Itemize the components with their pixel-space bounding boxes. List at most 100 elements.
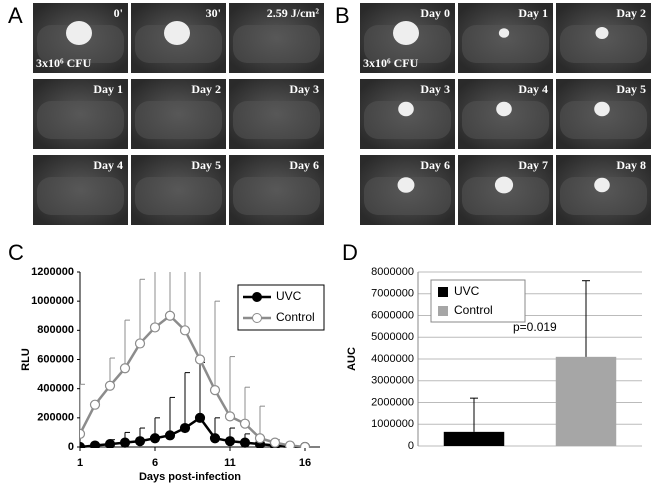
legend-box [237, 284, 325, 331]
image-label: Day 5 [616, 82, 646, 96]
image-label: Day 5 [191, 158, 221, 172]
data-point [239, 437, 251, 448]
lesion [594, 101, 610, 117]
data-point [134, 338, 146, 349]
lesion [393, 21, 419, 45]
data-point [119, 363, 131, 374]
x-tick-label: 6 [152, 457, 158, 469]
image-label: Day 2 [191, 82, 221, 96]
series-line [80, 416, 305, 448]
legend-label: Control [454, 303, 493, 317]
data-point [164, 310, 176, 321]
legend-marker [252, 313, 262, 323]
y-tick-label: 2000000 [371, 396, 414, 408]
lesion [398, 101, 414, 117]
image-label: Day 6 [289, 158, 319, 172]
image-label: Day 1 [518, 6, 548, 20]
image-note: 3x10⁶ CFU [363, 56, 419, 70]
lesion [164, 21, 190, 45]
y-tick-label: 0 [408, 440, 414, 452]
data-point [149, 322, 161, 333]
image-label: Day 4 [93, 158, 123, 172]
lesion [594, 177, 610, 193]
y-axis-label: RLU [20, 348, 32, 371]
data-point [104, 438, 116, 448]
body-outline [462, 177, 549, 215]
body-outline [364, 177, 451, 215]
y-tick-label: 5000000 [371, 331, 414, 343]
body-outline [233, 177, 320, 215]
y-tick-label: 1000000 [371, 418, 414, 430]
image-label: Day 1 [93, 82, 123, 96]
legend-label: Control [276, 310, 315, 324]
image-label: Day 2 [616, 6, 646, 20]
plot [80, 272, 311, 448]
image-label: Day 8 [616, 158, 646, 172]
image-note: 3x10⁶ CFU [36, 56, 92, 70]
data-point [179, 422, 191, 434]
data-point [209, 433, 221, 444]
lesion [397, 177, 415, 193]
panel-label: D [342, 240, 358, 265]
data-point [239, 418, 251, 429]
legend-swatch [438, 287, 448, 297]
data-point [269, 437, 281, 448]
lesion [595, 27, 609, 39]
legend-marker [252, 292, 262, 302]
image-label: Day 3 [420, 82, 450, 96]
y-tick-label: 8000000 [371, 266, 414, 278]
data-point [80, 428, 86, 439]
body-outline [560, 101, 647, 139]
legend-swatch [438, 306, 448, 316]
data-point [179, 325, 191, 336]
legend-label: UVC [276, 289, 302, 303]
x-axis-label: Days post-infection [139, 471, 241, 483]
image-label: Day 7 [518, 158, 548, 172]
body-outline [462, 25, 549, 63]
body-outline [364, 101, 451, 139]
lesion [494, 176, 514, 194]
lesion [496, 101, 512, 117]
data-point [224, 411, 236, 422]
y-axis-label: AUC [346, 347, 358, 371]
body-outline [462, 101, 549, 139]
data-point [104, 380, 116, 391]
data-point [149, 433, 161, 444]
bar [443, 431, 505, 446]
y-tick-label: 400000 [37, 383, 74, 395]
y-tick-label: 800000 [37, 324, 74, 336]
body-outline [560, 177, 647, 215]
x-tick-label: 11 [224, 457, 236, 469]
y-tick-label: 4000000 [371, 353, 414, 365]
image-label: 2.59 J/cm² [267, 6, 320, 20]
y-tick-label: 6000000 [371, 309, 414, 321]
body-outline [233, 25, 320, 63]
data-point [164, 430, 176, 441]
body-outline [560, 25, 647, 63]
image-label: Day 0 [420, 6, 450, 20]
data-point [209, 385, 221, 396]
image-label: 30' [206, 6, 221, 20]
image-label: Day 3 [289, 82, 319, 96]
lesion [498, 28, 510, 38]
body-outline [37, 101, 124, 139]
panel-label: B [335, 3, 350, 28]
x-tick-label: 16 [299, 457, 311, 469]
data-point [134, 436, 146, 447]
panel-label: A [8, 3, 23, 28]
y-tick-label: 600000 [37, 353, 74, 365]
annotation: p=0.019 [513, 320, 557, 334]
data-point [89, 399, 101, 410]
data-point [254, 433, 266, 444]
series-line [80, 314, 306, 448]
body-outline [37, 177, 124, 215]
image-label: 0' [114, 6, 123, 20]
y-tick-label: 0 [68, 441, 74, 453]
x-tick-label: 1 [77, 457, 83, 469]
lesion [66, 21, 92, 45]
image-label: Day 4 [518, 82, 548, 96]
panel-label: C [8, 240, 24, 265]
data-point [89, 440, 101, 448]
legend-label: UVC [454, 284, 480, 298]
